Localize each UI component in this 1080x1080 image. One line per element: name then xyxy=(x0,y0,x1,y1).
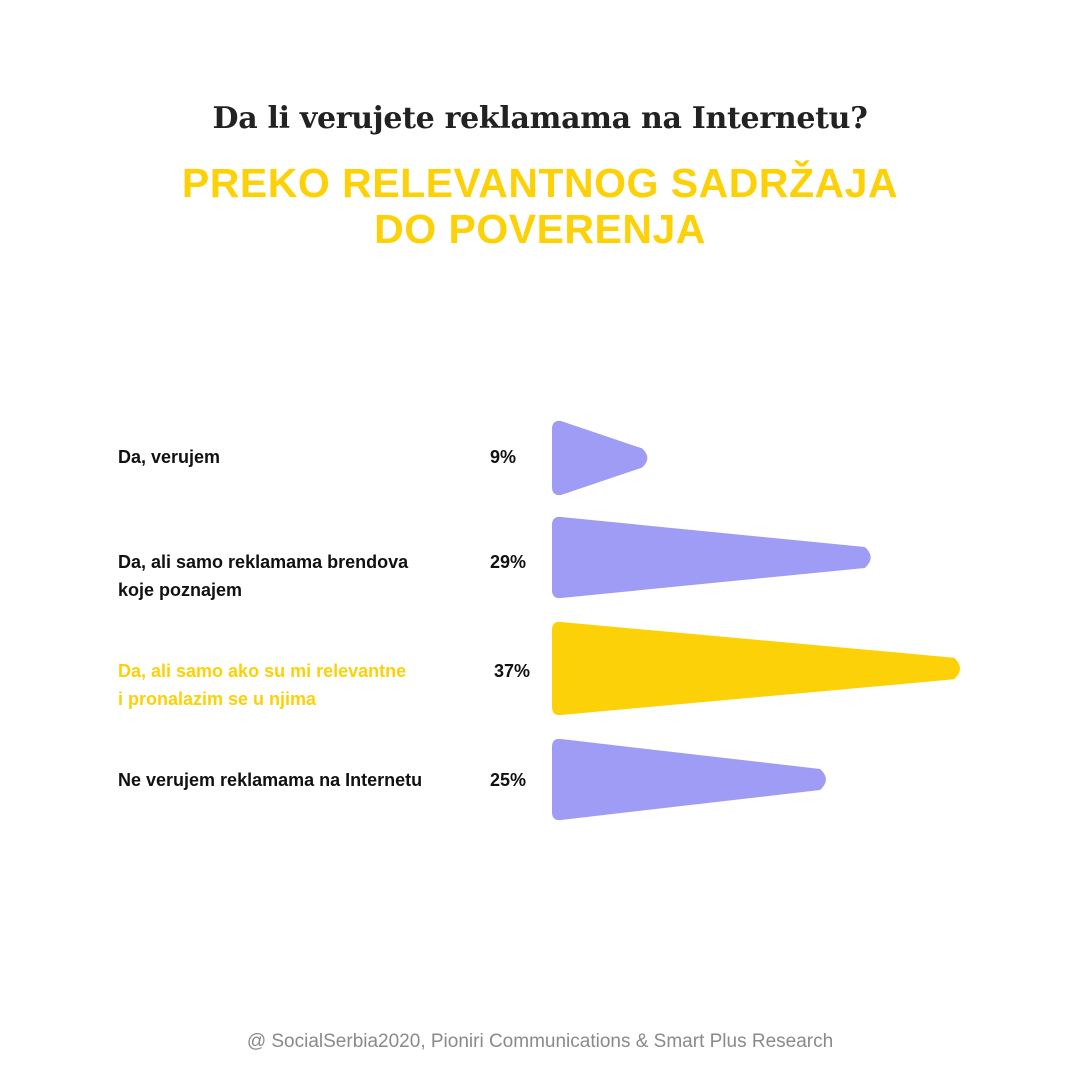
category-label-3-line-1: Da, ali samo ako su mi relevantne xyxy=(118,661,406,681)
headline-line-2: DO POVERENJA xyxy=(374,206,706,252)
category-label-4-line-1: Ne verujem reklamama na Internetu xyxy=(118,770,422,790)
bar-1 xyxy=(552,420,648,496)
bar-4 xyxy=(552,738,826,821)
bar-3 xyxy=(552,621,960,716)
category-label-2-line-1: Da, ali samo reklamama brendova xyxy=(118,552,409,572)
category-label-2-line-2: koje poznajem xyxy=(118,580,242,600)
chart-question: Da li verujete reklamama na Internetu? xyxy=(212,101,868,136)
value-label-4: 25% xyxy=(490,770,526,790)
category-label-1-line-1: Da, verujem xyxy=(118,447,220,467)
chart-headline: PREKO RELEVANTNOG SADRŽAJA DO POVERENJA xyxy=(0,160,1080,252)
value-label-2: 29% xyxy=(490,552,526,572)
value-label-3: 37% xyxy=(494,661,530,681)
category-label-3-line-2: i pronalazim se u njima xyxy=(118,689,317,709)
source-credit: @ SocialSerbia2020, Pioniri Communicatio… xyxy=(246,1031,834,1052)
headline-line-1: PREKO RELEVANTNOG SADRŽAJA xyxy=(181,160,899,206)
value-label-1: 9% xyxy=(490,447,516,467)
bar-2 xyxy=(552,516,871,599)
